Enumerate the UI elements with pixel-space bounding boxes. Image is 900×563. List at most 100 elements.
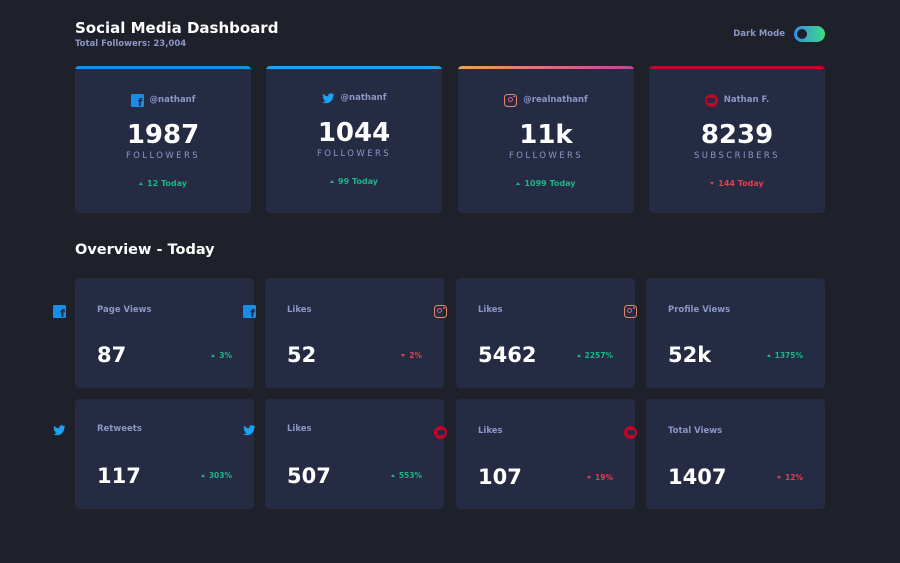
overview-change-text: 303%: [208, 471, 232, 480]
instagram-followers-card[interactable]: @realnathanf 11k FOLLOWERS 1099 Today: [458, 66, 634, 213]
follower-cards: @nathanf 1987 FOLLOWERS 12 Today @nathan…: [75, 66, 825, 213]
arrow-up-icon: [390, 474, 395, 477]
overview-change-text: 2257%: [584, 351, 613, 360]
youtube-icon: [704, 93, 718, 107]
follower-unit: FOLLOWERS: [508, 151, 584, 161]
arrow-up-icon: [766, 354, 771, 357]
today-change: 1099 Today: [458, 179, 634, 188]
facebook-followers-card[interactable]: @nathanf 1987 FOLLOWERS 12 Today: [75, 66, 251, 213]
dark-mode-toggle[interactable]: [794, 26, 825, 42]
card-accent-bar: [266, 66, 442, 69]
overview-label: Total Views: [668, 426, 723, 436]
overview-change-text: 19%: [595, 473, 613, 482]
overview-card-facebook-page-views[interactable]: Page Views 87 3%: [53, 278, 254, 388]
arrow-up-icon: [576, 354, 581, 357]
handle: @nathanf: [340, 93, 387, 103]
handle-row: @realnathanf: [458, 92, 634, 108]
youtube-icon: [624, 426, 637, 439]
dark-mode-control: Dark Mode: [733, 26, 825, 42]
overview-label: Page Views: [97, 305, 152, 315]
overview-label: Likes: [478, 426, 503, 436]
arrow-down-icon: [587, 476, 592, 479]
overview-change: 3%: [211, 351, 232, 360]
overview-value: 52k: [668, 343, 712, 367]
arrow-up-icon: [200, 474, 205, 477]
overview-change-text: 3%: [219, 351, 232, 360]
instagram-icon: [434, 305, 447, 318]
handle: @realnathanf: [523, 95, 588, 105]
arrow-down-icon: [401, 354, 406, 357]
facebook-icon: [243, 305, 256, 320]
instagram-icon: [504, 93, 518, 107]
twitter-icon: [321, 92, 335, 105]
overview-value: 1407: [668, 465, 727, 489]
card-accent-bar: [649, 66, 825, 69]
handle-row: @nathanf: [266, 90, 442, 106]
handle-row: @nathanf: [75, 92, 251, 109]
today-change: 12 Today: [75, 179, 251, 188]
overview-change: 1375%: [766, 351, 803, 360]
overview-label: Retweets: [97, 424, 142, 434]
handle: @nathanf: [149, 95, 196, 105]
header: Social Media Dashboard Total Followers: …: [75, 18, 825, 52]
overview-change: 19%: [587, 473, 613, 482]
overview-change: 553%: [390, 471, 422, 480]
overview-card-youtube-total-views[interactable]: Total Views 1407 12%: [624, 399, 825, 509]
today-change: 144 Today: [649, 179, 825, 188]
overview-label: Likes: [478, 305, 503, 315]
arrow-up-icon: [330, 180, 335, 183]
today-change: 99 Today: [266, 177, 442, 186]
overview-card-twitter-retweets[interactable]: Retweets 117 303%: [53, 399, 254, 509]
overview-label: Likes: [287, 424, 312, 434]
card-accent-bar: [458, 66, 634, 69]
overview-value: 5462: [478, 343, 537, 367]
card-accent-bar: [75, 66, 251, 69]
twitter-icon: [53, 424, 66, 437]
arrow-down-icon: [777, 476, 782, 479]
facebook-icon: [53, 305, 66, 320]
overview-change: 303%: [200, 471, 232, 480]
follower-unit: FOLLOWERS: [125, 151, 201, 161]
overview-change-text: 553%: [398, 471, 422, 480]
arrow-down-icon: [710, 182, 715, 185]
overview-title: Overview - Today: [75, 242, 215, 258]
twitter-followers-card[interactable]: @nathanf 1044 FOLLOWERS 99 Today: [266, 66, 442, 213]
overview-value: 107: [478, 465, 522, 489]
today-change-text: 99 Today: [338, 177, 378, 186]
overview-change-text: 2%: [409, 351, 422, 360]
youtube-subscribers-card[interactable]: Nathan F. 8239 SUBSCRIBERS 144 Today: [649, 66, 825, 213]
arrow-up-icon: [139, 182, 144, 185]
youtube-icon: [434, 426, 447, 439]
today-change-text: 144 Today: [718, 179, 764, 188]
overview-card-facebook-likes[interactable]: Likes 52 2%: [243, 278, 444, 388]
follower-count: 1987: [126, 120, 200, 150]
follower-count: 11k: [519, 120, 573, 150]
overview-change: 12%: [777, 473, 803, 482]
overview-card-instagram-profile-views[interactable]: Profile Views 52k 1375%: [624, 278, 825, 388]
instagram-icon: [624, 305, 637, 318]
twitter-icon: [243, 424, 256, 437]
overview-change: 2%: [401, 351, 422, 360]
overview-change: 2257%: [576, 351, 613, 360]
follower-count: 1044: [317, 118, 391, 148]
handle-row: Nathan F.: [649, 92, 825, 108]
overview-card-twitter-likes[interactable]: Likes 507 553%: [243, 399, 444, 509]
overview-value: 52: [287, 343, 317, 367]
overview-change-text: 12%: [785, 473, 803, 482]
subscriber-unit: SUBSCRIBERS: [694, 151, 780, 161]
today-change-text: 1099 Today: [524, 179, 576, 188]
overview-value: 117: [97, 464, 141, 488]
facebook-icon: [130, 93, 144, 109]
overview-value: 507: [287, 464, 331, 488]
toggle-knob: [797, 29, 807, 39]
overview-value: 87: [97, 343, 127, 367]
page-title: Social Media Dashboard: [75, 19, 279, 37]
arrow-up-icon: [516, 182, 521, 185]
handle: Nathan F.: [723, 95, 770, 105]
overview-card-instagram-likes[interactable]: Likes 5462 2257%: [434, 278, 635, 388]
arrow-up-icon: [211, 354, 216, 357]
overview-card-youtube-likes[interactable]: Likes 107 19%: [434, 399, 635, 509]
today-change-text: 12 Today: [147, 179, 187, 188]
overview-change-text: 1375%: [774, 351, 803, 360]
